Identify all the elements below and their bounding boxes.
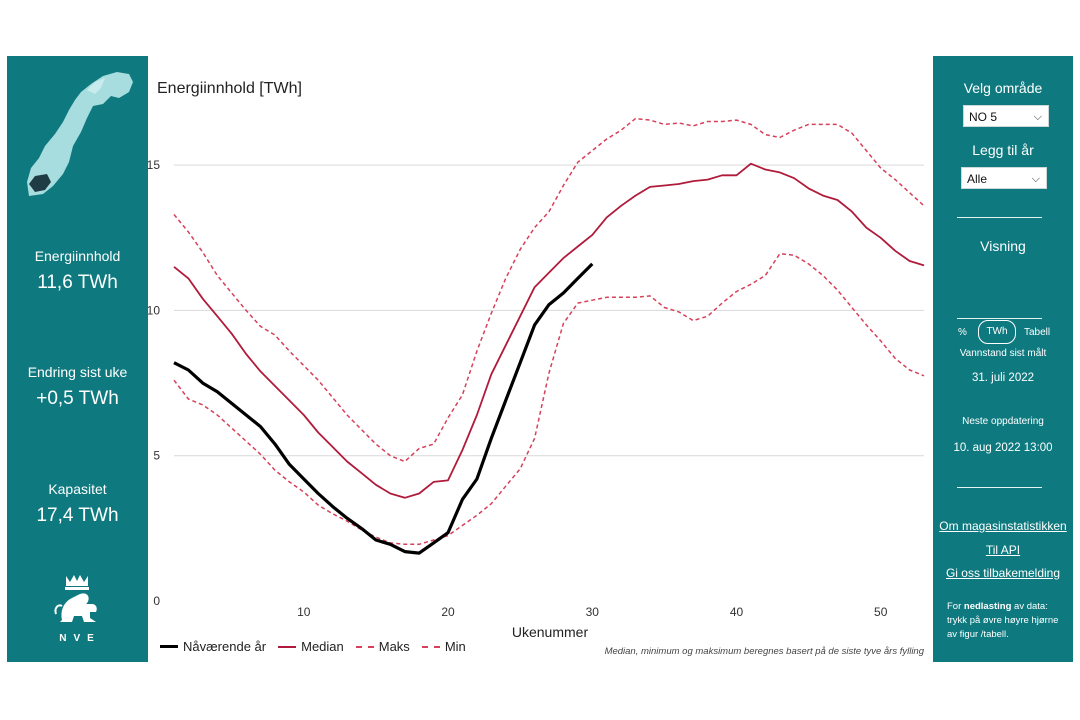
view-toggle: % TWh Tabell bbox=[933, 320, 1073, 346]
series-min-line bbox=[173, 252, 925, 546]
norway-map-icon bbox=[27, 72, 133, 196]
legend-median-swatch bbox=[278, 645, 297, 648]
y-tick-label: 0 bbox=[153, 594, 160, 608]
capacity-value: 17,4 TWh bbox=[36, 505, 119, 526]
x-tick-label: 10 bbox=[297, 605, 311, 619]
divider bbox=[957, 487, 1042, 488]
controls-panel: Velg område NO 5 ⌵ Legg til år Alle ⌵ Vi… bbox=[933, 56, 1073, 662]
legend-current[interactable]: Nåværende år bbox=[160, 639, 266, 654]
view-option-percent[interactable]: % bbox=[958, 327, 967, 338]
divider bbox=[957, 217, 1042, 218]
year-select-value: Alle bbox=[967, 172, 988, 186]
chart-plot[interactable]: 0 5 10 15 10 20 30 40 50 bbox=[148, 100, 928, 620]
download-note-post: av data: trykk på øvre høyre hjørne av f… bbox=[947, 601, 1059, 640]
chart-legend: Nåværende år Median Maks Min bbox=[160, 639, 478, 654]
divider bbox=[957, 318, 1042, 319]
area-select[interactable]: NO 5 ⌵ bbox=[963, 105, 1049, 127]
download-note-pre: For bbox=[947, 601, 964, 612]
summary-panel: Energiinnhold 11,6 TWh Endring sist uke … bbox=[7, 56, 148, 662]
feedback-link[interactable]: Gi oss tilbakemelding bbox=[945, 566, 1061, 580]
legend-min-swatch bbox=[421, 645, 440, 648]
view-option-table[interactable]: Tabell bbox=[1024, 327, 1051, 338]
x-tick-label: 20 bbox=[441, 605, 455, 619]
y-tick-label: 5 bbox=[153, 449, 160, 463]
legend-max[interactable]: Maks bbox=[355, 639, 410, 654]
year-heading: Legg til år bbox=[972, 142, 1034, 158]
legend-max-label: Maks bbox=[378, 639, 410, 654]
legend-current-label: Nåværende år bbox=[183, 639, 267, 654]
legend-min[interactable]: Min bbox=[421, 639, 466, 654]
area-heading: Velg område bbox=[963, 80, 1043, 96]
x-tick-label: 30 bbox=[586, 605, 600, 619]
view-option-twh[interactable]: TWh bbox=[978, 320, 1016, 344]
chart-title: Energiinnhold [TWh] bbox=[157, 80, 302, 97]
measured-label: Vannstand sist målt bbox=[959, 348, 1047, 359]
y-tick-label: 10 bbox=[148, 303, 160, 317]
energy-label: Energiinnhold bbox=[34, 248, 121, 264]
legend-min-label: Min bbox=[444, 639, 466, 654]
next-update-label: Neste oppdatering bbox=[962, 416, 1044, 427]
legend-max-swatch bbox=[355, 645, 374, 648]
y-tick-label: 15 bbox=[148, 158, 160, 172]
year-select[interactable]: Alle ⌵ bbox=[961, 167, 1047, 189]
download-note: For nedlasting av data: trykk på øvre hø… bbox=[947, 600, 1069, 642]
series-current-line bbox=[173, 262, 594, 555]
change-value: +0,5 TWh bbox=[36, 388, 119, 409]
view-heading: Visning bbox=[980, 238, 1026, 254]
series-median-line bbox=[173, 162, 925, 499]
area-select-value: NO 5 bbox=[969, 110, 998, 124]
chevron-down-icon: ⌵ bbox=[1033, 111, 1042, 123]
energy-value: 11,6 TWh bbox=[37, 272, 118, 293]
crown-lion-icon bbox=[54, 575, 97, 622]
series-maks-line bbox=[173, 117, 925, 463]
api-link[interactable]: Til API bbox=[985, 543, 1021, 557]
change-label: Endring sist uke bbox=[27, 364, 128, 380]
legend-current-swatch bbox=[160, 645, 178, 648]
legend-median[interactable]: Median bbox=[278, 639, 344, 654]
x-tick-label: 40 bbox=[730, 605, 744, 619]
nve-logo: NVE bbox=[49, 574, 105, 644]
about-statistics-link[interactable]: Om magasinstatistikken bbox=[939, 519, 1067, 533]
nve-logo-text: NVE bbox=[59, 633, 101, 644]
measured-date: 31. juli 2022 bbox=[971, 372, 1035, 384]
download-note-bold: nedlasting bbox=[963, 601, 1012, 612]
legend-median-label: Median bbox=[301, 639, 344, 654]
x-axis-label: Ukenummer bbox=[511, 624, 589, 640]
chevron-down-icon: ⌵ bbox=[1031, 173, 1040, 185]
next-update-date: 10. aug 2022 13:00 bbox=[953, 442, 1053, 454]
capacity-label: Kapasitet bbox=[48, 481, 107, 497]
chart-footnote: Median, minimum og maksimum beregnes bas… bbox=[604, 646, 924, 657]
x-tick-label: 50 bbox=[874, 605, 888, 619]
